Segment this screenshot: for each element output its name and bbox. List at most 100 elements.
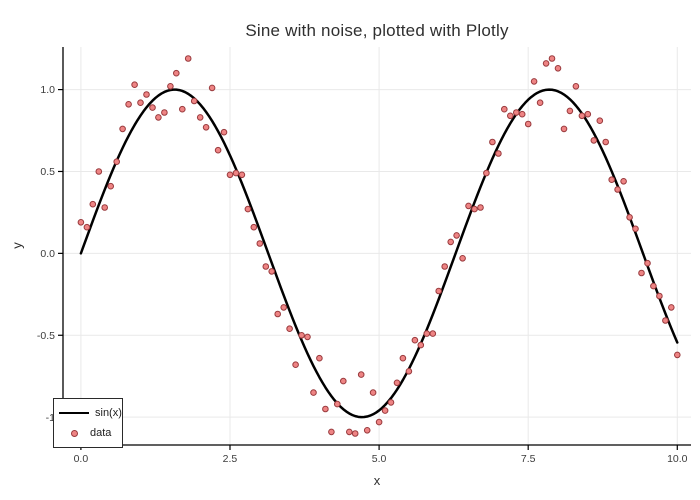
data-point xyxy=(363,427,371,434)
data-point xyxy=(340,377,347,385)
data-point xyxy=(161,109,168,116)
data-point xyxy=(536,99,544,106)
legend-label-sin: sin(x) xyxy=(95,406,122,419)
legend-item-data[interactable]: data xyxy=(54,424,122,442)
data-point xyxy=(411,336,419,344)
data-point xyxy=(542,60,550,67)
data-point xyxy=(113,158,120,165)
chart-title: Sine with noise, plotted with Plotly xyxy=(245,21,509,40)
data-point xyxy=(513,109,520,116)
y-tick-label: 0.0 xyxy=(40,248,55,260)
data-point xyxy=(417,341,425,349)
data-point xyxy=(280,304,288,311)
data-point xyxy=(226,171,234,179)
data-point xyxy=(184,55,192,62)
data-point xyxy=(447,238,455,246)
data-point xyxy=(650,282,657,290)
data-point xyxy=(214,146,222,154)
legend: sin(x) data xyxy=(53,398,123,448)
data-point xyxy=(393,379,401,387)
data-point xyxy=(662,317,669,324)
y-tick-label: -0.5 xyxy=(37,330,55,342)
data-point xyxy=(328,428,335,436)
legend-label-data: data xyxy=(90,427,112,440)
x-tick-label: 0.0 xyxy=(74,453,89,465)
data-point xyxy=(381,407,389,414)
data-point xyxy=(369,389,377,396)
data-point xyxy=(566,107,574,115)
data-point xyxy=(316,354,323,362)
data-point xyxy=(620,178,627,185)
data-point xyxy=(507,112,514,120)
data-point xyxy=(137,99,144,106)
data-points-layer xyxy=(77,55,681,437)
data-point xyxy=(77,219,85,226)
data-point xyxy=(602,138,610,146)
data-point xyxy=(357,371,365,378)
data-point xyxy=(375,418,383,426)
x-tick-label: 10.0 xyxy=(667,453,688,465)
x-axis-title: x xyxy=(373,473,381,488)
data-point xyxy=(429,330,437,337)
data-point xyxy=(346,428,353,436)
x-tick-label: 5.0 xyxy=(372,453,387,465)
data-point xyxy=(179,105,186,113)
sine-curve xyxy=(79,88,679,419)
data-point xyxy=(208,84,216,92)
data-point xyxy=(435,287,443,295)
data-point xyxy=(250,223,258,231)
y-tick-label: -1 xyxy=(46,412,55,424)
legend-line-sample-icon xyxy=(59,411,89,414)
data-point xyxy=(489,138,496,146)
legend-item-sin[interactable]: sin(x) xyxy=(54,404,122,422)
data-point xyxy=(196,114,204,121)
data-point xyxy=(119,125,126,133)
y-axis-title: y xyxy=(9,242,25,249)
data-point xyxy=(304,333,311,341)
data-point xyxy=(173,69,180,77)
data-point xyxy=(495,150,502,157)
data-point xyxy=(274,310,282,318)
data-point xyxy=(483,169,490,177)
data-point xyxy=(310,389,317,396)
axis-layer: 0.0 2.5 5.0 7.5 10.0 1.0 0.5 0.0 -0.5 -1 xyxy=(37,47,691,465)
data-point xyxy=(465,202,472,210)
data-point xyxy=(644,259,651,267)
data-point xyxy=(351,430,359,437)
data-point xyxy=(501,105,508,113)
data-point xyxy=(238,171,246,179)
y-tick-label: 1.0 xyxy=(40,84,55,96)
data-point xyxy=(262,263,270,270)
data-point xyxy=(220,128,228,136)
data-point xyxy=(268,268,276,275)
data-point xyxy=(578,112,586,120)
data-point xyxy=(608,176,616,183)
data-point xyxy=(560,125,568,133)
data-point xyxy=(286,325,293,333)
data-point xyxy=(423,330,431,337)
data-point xyxy=(477,204,484,211)
data-point xyxy=(518,110,526,118)
data-point xyxy=(656,292,663,300)
data-point xyxy=(453,232,460,239)
data-point xyxy=(614,186,621,193)
data-point xyxy=(590,137,598,144)
data-point xyxy=(441,263,449,270)
data-point xyxy=(459,254,466,262)
data-point xyxy=(572,83,580,90)
data-point xyxy=(149,104,156,111)
data-point xyxy=(190,97,198,105)
data-point xyxy=(107,182,114,190)
x-tick-label: 2.5 xyxy=(223,453,238,465)
legend-marker-sample-icon xyxy=(71,429,78,437)
data-point xyxy=(334,400,341,408)
y-tick-label: 0.5 xyxy=(40,166,55,178)
data-point xyxy=(143,91,150,98)
data-point xyxy=(167,83,174,90)
data-point xyxy=(125,101,132,108)
data-point xyxy=(256,240,264,247)
data-point xyxy=(584,110,592,118)
data-point xyxy=(232,169,240,177)
